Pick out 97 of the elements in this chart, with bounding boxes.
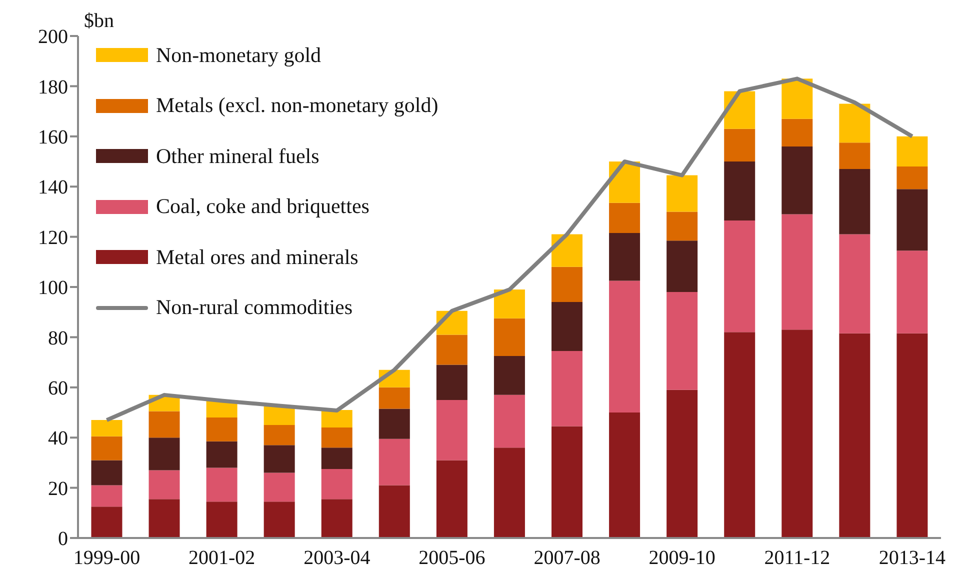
bar: [91, 460, 122, 486]
bar: [264, 425, 295, 446]
bar: [321, 428, 352, 448]
bar: [896, 136, 928, 167]
bar: [609, 412, 640, 538]
y-tick-label: 200: [38, 26, 68, 48]
bar: [724, 128, 756, 162]
bar: [839, 234, 870, 334]
bar: [436, 364, 468, 400]
bar: [782, 330, 813, 538]
bar: [91, 436, 122, 460]
y-tick-label: 40: [48, 428, 68, 450]
legend-label: Metal ores and minerals: [156, 244, 358, 270]
bar: [552, 234, 582, 267]
bar: [91, 420, 122, 436]
bar: [782, 146, 813, 214]
bar: [206, 468, 238, 502]
bar: [552, 266, 582, 302]
bar: [896, 189, 928, 251]
bar: [724, 220, 756, 332]
bar: [609, 280, 640, 412]
bar: [839, 142, 870, 170]
x-tick-label: 2005-06: [418, 547, 486, 570]
bar: [321, 410, 352, 428]
x-tick-label: 2009-10: [648, 547, 716, 570]
y-tick-label: 160: [38, 126, 68, 148]
bar: [264, 472, 295, 502]
bar: [436, 400, 468, 460]
bar: [609, 233, 640, 281]
line-series: [104, 76, 914, 422]
bar: [436, 460, 468, 538]
bar: [148, 499, 180, 538]
bar: [91, 506, 122, 538]
bar: [896, 166, 928, 190]
x-tick-label: 2013-14: [878, 547, 946, 570]
x-tick-label: 2001-02: [188, 547, 256, 570]
bar: [436, 334, 468, 365]
bar: [666, 240, 698, 292]
bar: [494, 356, 525, 395]
x-tick-label: 2007-08: [534, 547, 600, 570]
y-tick-label: 0: [58, 528, 68, 550]
y-tick-label: 60: [48, 378, 68, 400]
bar: [839, 169, 870, 234]
bar: [666, 175, 698, 212]
bar: [724, 332, 756, 538]
x-tick-label: 2011-12: [764, 547, 830, 570]
legend-label: Non-monetary gold: [156, 42, 322, 68]
bar: [321, 499, 352, 538]
bar: [206, 502, 238, 538]
bar: [552, 351, 582, 426]
bar: [839, 104, 870, 143]
bar: [724, 91, 756, 129]
bar: [378, 485, 410, 538]
y-tick-label: 80: [48, 327, 68, 350]
bar: [148, 438, 180, 470]
bar: [378, 387, 410, 409]
bar: [552, 426, 582, 538]
y-axis-title: $bn: [84, 10, 114, 33]
legend-label: Coal, coke and briquettes: [156, 194, 370, 220]
bar: [264, 406, 295, 426]
bar: [264, 502, 295, 538]
legend-label: Metals (excl. non-monetary gold): [156, 93, 438, 118]
bar: [896, 333, 928, 538]
y-tick-label: 100: [38, 277, 68, 300]
y-tick-label: 20: [48, 478, 68, 500]
bar: [494, 448, 525, 538]
legend-label: Other mineral fuels: [156, 144, 320, 169]
bar: [91, 485, 122, 507]
y-tick-label: 120: [38, 226, 68, 249]
bar: [609, 202, 640, 234]
bar: [782, 78, 813, 119]
bar: [839, 333, 870, 538]
y-tick-label: 180: [38, 76, 68, 98]
bar: [666, 212, 698, 241]
bar: [896, 250, 928, 334]
x-tick-label: 2003-04: [304, 547, 370, 570]
bar: [724, 162, 756, 220]
bar: [264, 445, 295, 473]
bar: [321, 448, 352, 469]
x-tick-label: 1999-00: [73, 547, 140, 570]
bar: [148, 411, 180, 438]
bar: [206, 441, 238, 468]
bar: [206, 418, 238, 442]
bar: [552, 302, 582, 352]
bar: [494, 318, 525, 356]
bar: [148, 470, 180, 500]
legend-label: Non-rural commodities: [156, 295, 353, 320]
bar: [666, 390, 698, 538]
y-tick-label: 140: [38, 176, 68, 199]
bar: [494, 394, 525, 448]
bar: [321, 468, 352, 500]
bar: [378, 408, 410, 439]
bar: [782, 214, 813, 330]
bar: [494, 290, 525, 318]
bar: [782, 118, 813, 146]
bar: [666, 292, 698, 390]
bar: [378, 438, 410, 486]
